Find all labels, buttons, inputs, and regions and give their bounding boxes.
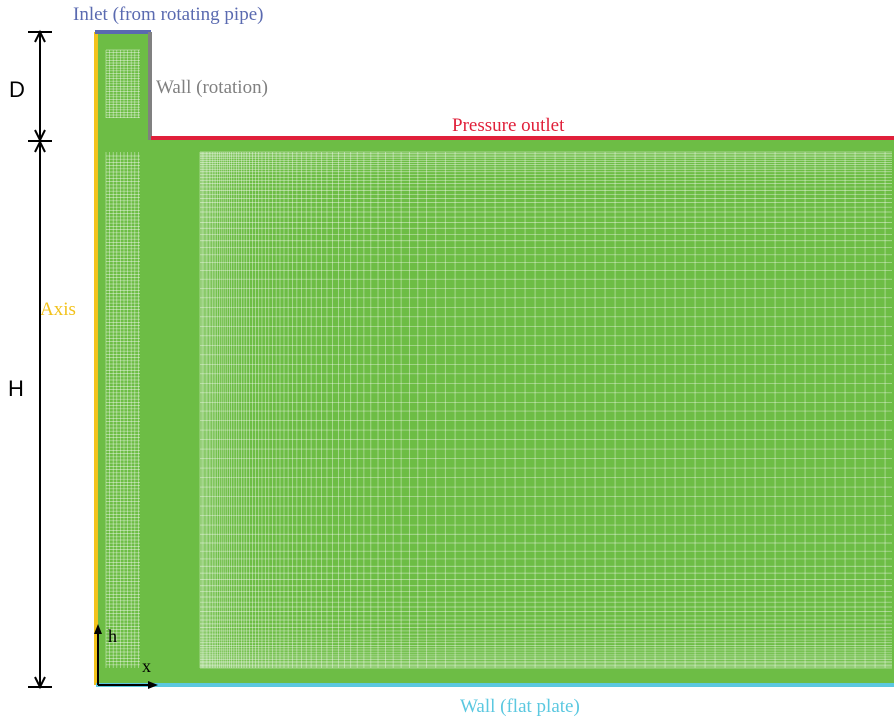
- axis-label: Axis: [40, 299, 76, 320]
- wall-flat-plate-label: Wall (flat plate): [460, 696, 580, 717]
- h-dimension-label: H: [8, 376, 24, 401]
- pipe-mesh-region: [96, 32, 150, 140]
- d-dimension-label: D: [9, 77, 25, 102]
- wall-rotation-label: Wall (rotation): [156, 77, 268, 98]
- pressure-outlet-label: Pressure outlet: [452, 115, 565, 136]
- h-arrow-bottom: [34, 676, 46, 690]
- mesh-grid-lines: [105, 49, 892, 669]
- coordinate-axes: [94, 624, 158, 689]
- inlet-label: Inlet (from rotating pipe): [73, 4, 263, 25]
- dimension-lines: [28, 29, 52, 690]
- mesh-domain: [96, 32, 894, 685]
- x-coordinate-label: x: [142, 656, 151, 676]
- d-arrow-top: [34, 29, 46, 43]
- h-coordinate-label: h: [108, 626, 117, 646]
- x-axis-arrowhead: [148, 681, 158, 689]
- h-arrow-top: [34, 139, 46, 153]
- h-axis-arrowhead: [94, 624, 102, 634]
- rotating-wall-boundary-line: [148, 32, 152, 140]
